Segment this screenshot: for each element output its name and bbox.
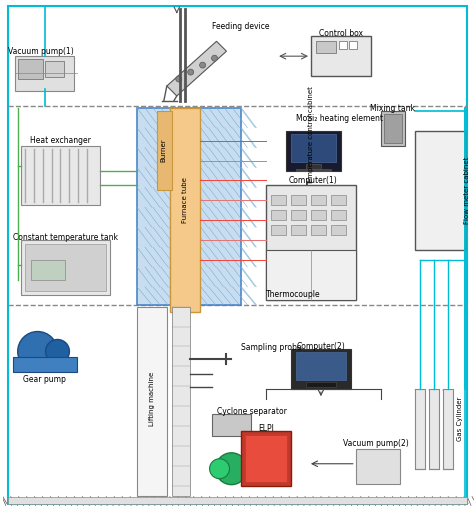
Bar <box>291 195 306 205</box>
Text: Heat exchanger: Heat exchanger <box>30 136 91 145</box>
Bar <box>291 350 351 389</box>
Text: ELPI: ELPI <box>258 425 274 434</box>
Bar <box>316 41 336 53</box>
Bar <box>381 111 405 146</box>
Bar <box>443 389 453 469</box>
Circle shape <box>210 459 229 478</box>
Text: Vacuum pump(1): Vacuum pump(1) <box>8 47 73 55</box>
Circle shape <box>442 163 449 170</box>
Bar <box>271 210 286 220</box>
Bar <box>291 210 306 220</box>
Text: Gear pump: Gear pump <box>23 375 66 384</box>
Text: Furnace tube: Furnace tube <box>182 177 188 223</box>
Bar <box>356 449 401 484</box>
Bar <box>25 244 106 291</box>
Text: Cyclone separator: Cyclone separator <box>217 407 286 415</box>
Bar <box>18 59 43 79</box>
Circle shape <box>432 145 439 152</box>
Text: Vacuum pump(2): Vacuum pump(2) <box>343 439 409 448</box>
Bar <box>31 260 65 280</box>
Text: Flow meter cabinet: Flow meter cabinet <box>464 157 470 224</box>
Circle shape <box>188 69 194 75</box>
Bar <box>415 131 465 250</box>
Bar <box>291 134 336 161</box>
Bar <box>291 225 306 235</box>
Circle shape <box>422 181 429 188</box>
Text: Thermocouple: Thermocouple <box>266 290 321 299</box>
Bar <box>339 41 347 49</box>
Text: Temperature control cabinet: Temperature control cabinet <box>308 87 314 185</box>
Circle shape <box>46 340 69 363</box>
Text: Gas Cylinder: Gas Cylinder <box>457 397 463 441</box>
Text: Computer(1): Computer(1) <box>289 176 337 185</box>
Bar <box>211 414 251 436</box>
Text: Lifting machine: Lifting machine <box>149 372 155 426</box>
Bar <box>331 225 346 235</box>
Bar <box>331 210 346 220</box>
Circle shape <box>442 145 449 152</box>
Bar <box>266 185 356 300</box>
Circle shape <box>211 55 218 61</box>
Bar <box>13 357 77 372</box>
Circle shape <box>452 181 458 188</box>
Circle shape <box>23 61 38 77</box>
Circle shape <box>422 145 429 152</box>
Bar <box>296 352 346 380</box>
Bar <box>8 497 467 503</box>
Bar <box>172 307 190 496</box>
Bar <box>415 389 425 469</box>
Circle shape <box>176 76 182 82</box>
Bar <box>45 61 64 77</box>
Bar <box>306 382 336 387</box>
Bar <box>306 163 321 168</box>
Circle shape <box>216 453 247 485</box>
Bar <box>137 108 241 305</box>
Bar <box>311 225 326 235</box>
Circle shape <box>452 145 458 152</box>
Bar <box>311 195 326 205</box>
Bar <box>13 329 77 374</box>
Bar <box>296 168 331 172</box>
Text: Constant temperature tank: Constant temperature tank <box>13 233 118 242</box>
Bar <box>157 111 172 190</box>
Text: Burner: Burner <box>161 139 167 162</box>
Bar <box>349 41 357 49</box>
Circle shape <box>452 163 458 170</box>
Circle shape <box>432 181 439 188</box>
Circle shape <box>200 62 206 68</box>
Bar <box>286 131 341 171</box>
Text: Computer(2): Computer(2) <box>297 342 345 351</box>
Bar <box>170 108 200 312</box>
Text: Mixing tank: Mixing tank <box>370 104 415 114</box>
Bar <box>21 240 110 295</box>
Bar <box>271 195 286 205</box>
Bar <box>137 307 167 496</box>
Bar <box>271 225 286 235</box>
Bar <box>429 389 439 469</box>
Circle shape <box>18 331 57 371</box>
Bar <box>331 195 346 205</box>
Circle shape <box>422 163 429 170</box>
Text: Sampling probe: Sampling probe <box>241 343 302 352</box>
Bar <box>383 114 402 143</box>
Circle shape <box>432 163 439 170</box>
Polygon shape <box>167 41 227 96</box>
Text: Control box: Control box <box>319 29 363 38</box>
Bar <box>15 56 74 91</box>
Bar <box>241 431 291 486</box>
Circle shape <box>442 181 449 188</box>
Circle shape <box>364 450 392 477</box>
Bar <box>311 36 371 76</box>
Bar <box>266 250 356 300</box>
Bar <box>246 435 287 482</box>
Bar <box>311 210 326 220</box>
Text: MoSi₂ heating element: MoSi₂ heating element <box>296 115 383 123</box>
Bar <box>21 146 100 205</box>
Text: Feeding device: Feeding device <box>211 22 269 31</box>
Circle shape <box>49 64 59 74</box>
